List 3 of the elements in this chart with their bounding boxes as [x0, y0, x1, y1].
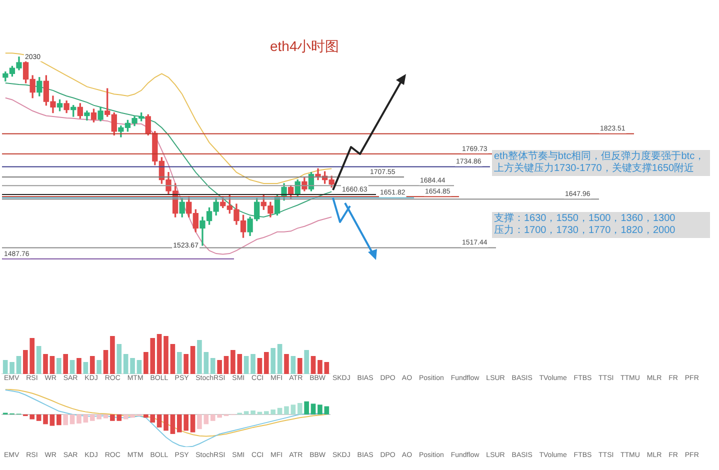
chart-title: eth4小时图: [270, 38, 340, 56]
text: eth整体节奏与btc相同，但反弹力度要强于btc，上方关键压力1730-1770，关键支撑1650附近: [492, 150, 710, 176]
text: 支撑：1630，1550，1500，1360，1300 压力：1700，1730，1770，1820，2000: [492, 212, 710, 238]
